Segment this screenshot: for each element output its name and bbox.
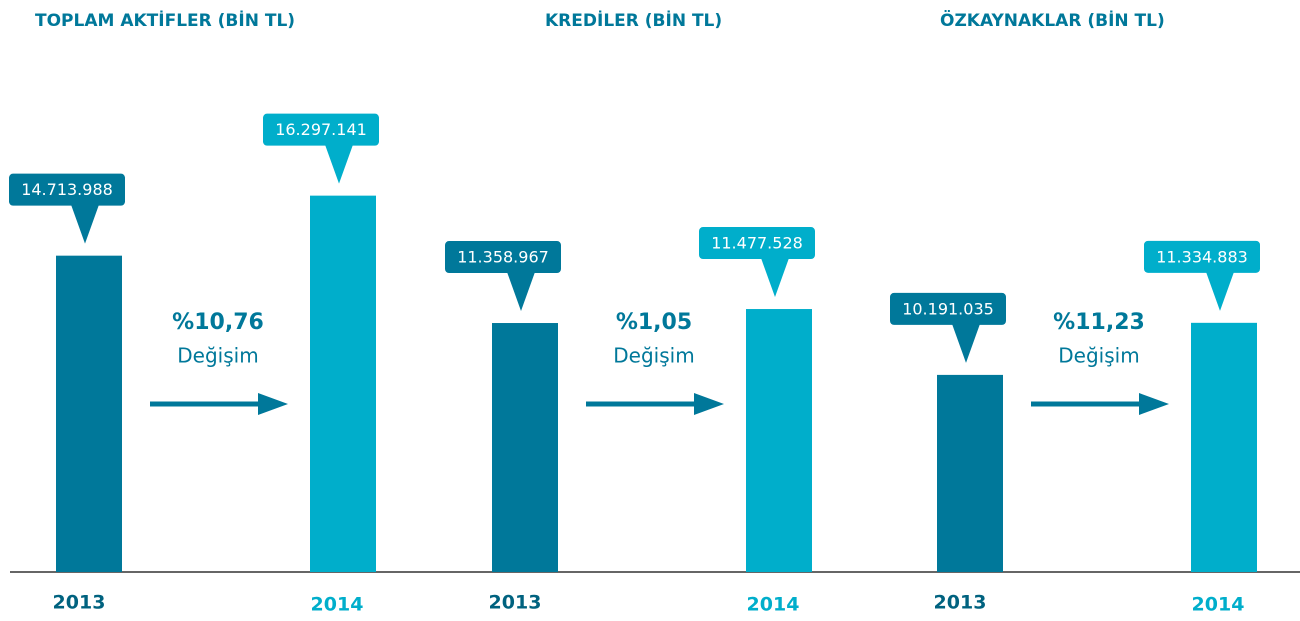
chart-title: TOPLAM AKTİFLER (BİN TL) [35,9,295,31]
bar [56,255,122,572]
x-tick-label: 2014 [311,594,364,616]
x-tick-label: 2014 [1192,594,1245,616]
arrow-head [694,393,724,415]
callout-box [445,241,561,274]
bar [310,195,376,572]
change-label: Değişim [613,344,694,368]
value-label: 10.191.035 [902,299,994,318]
callout-box [263,113,379,146]
bar [937,374,1003,572]
arrow-head [258,393,288,415]
bar [492,323,558,572]
value-label: 11.334.883 [1156,247,1248,266]
callout-pointer [71,204,99,244]
value-label: 16.297.141 [275,120,367,139]
callout-pointer [952,323,980,363]
x-tick-label: 2013 [53,592,106,614]
arrow-head [1139,393,1169,415]
callout-box [890,292,1006,325]
callout-box [1144,240,1260,273]
callout-box [9,173,125,206]
bar [1191,322,1257,572]
chart-title: ÖZKAYNAKLAR (BİN TL) [940,9,1165,31]
callout-pointer [1206,271,1234,311]
x-tick-label: 2014 [747,594,800,616]
chart-title: KREDİLER (BİN TL) [545,9,722,31]
value-label: 11.477.528 [711,234,803,253]
callout-pointer [761,258,789,298]
callout-pointer [507,272,535,312]
change-label: Değişim [1058,344,1139,368]
change-label: Değişim [177,344,258,368]
callout-pointer [325,144,353,184]
value-label: 14.713.988 [21,180,113,199]
x-tick-label: 2013 [489,592,542,614]
change-value: %10,76 [172,310,264,335]
change-value: %1,05 [616,310,692,335]
bar [746,309,812,572]
value-label: 11.358.967 [457,248,549,267]
x-tick-label: 2013 [934,592,987,614]
change-value: %11,23 [1053,310,1145,335]
callout-box [699,227,815,260]
